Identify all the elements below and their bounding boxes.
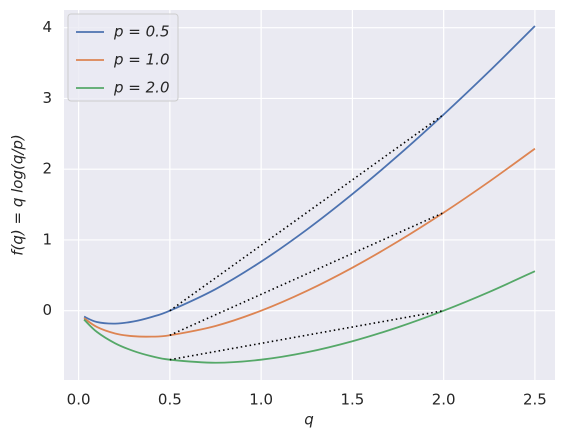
- x-tick-label: 0.0: [67, 391, 91, 409]
- line: [83, 270, 536, 364]
- x-tick-label: 1.0: [249, 391, 273, 409]
- legend-label: p = 1.0: [113, 51, 169, 69]
- y-tick-label: 4: [42, 18, 52, 36]
- line: [83, 25, 536, 325]
- x-tick-label: 2.5: [523, 391, 547, 409]
- x-tick-label: 2.0: [432, 391, 456, 409]
- legend-label: p = 0.5: [113, 23, 169, 41]
- y-tick-label: 2: [42, 160, 52, 178]
- y-axis-label: f(q) = q log(q/p): [9, 134, 27, 256]
- x-tick-label: 1.5: [340, 391, 364, 409]
- y-tick-label: 0: [42, 301, 52, 319]
- legend-label: p = 2.0: [113, 79, 169, 97]
- y-tick-label: 1: [42, 230, 52, 248]
- x-tick-label: 0.5: [158, 391, 182, 409]
- legend: p = 0.5 p = 1.0 p = 2.0: [67, 13, 179, 102]
- x-axis-label: q: [304, 411, 314, 429]
- y-tick-label: 3: [42, 89, 52, 107]
- legend-box: [67, 13, 179, 102]
- chord: [169, 309, 444, 361]
- chord: [169, 211, 444, 336]
- line: [83, 147, 536, 338]
